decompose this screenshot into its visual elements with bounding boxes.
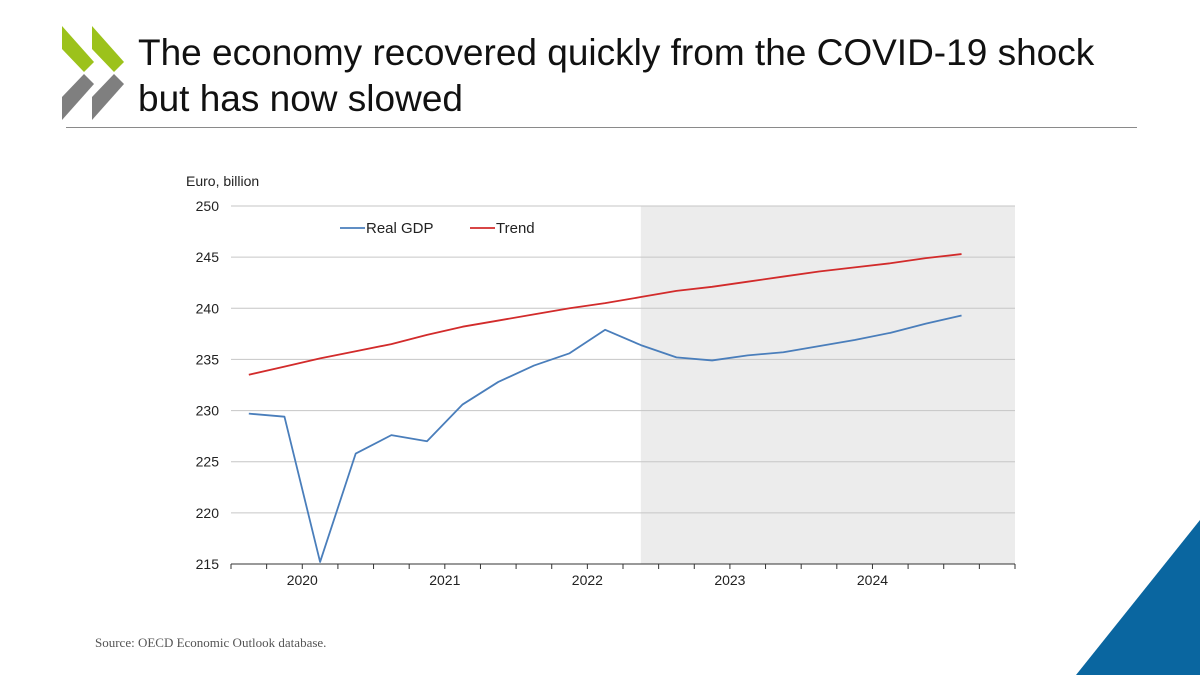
series-line-real-gdp: [248, 314, 962, 563]
y-tick-label: 230: [196, 403, 220, 419]
oecd-logo: [62, 26, 124, 120]
y-tick-label: 235: [196, 351, 220, 367]
slide-title-line-2: but has now slowed: [138, 78, 463, 119]
logo-chevron-grey-right: [92, 74, 124, 120]
x-tick-label: 2020: [287, 572, 318, 588]
y-tick-label: 240: [196, 300, 220, 316]
x-axis: 2020 2021 2022 2023 2024: [230, 563, 1016, 588]
gridlines: [231, 205, 1015, 514]
logo-chevron-green-left: [62, 26, 94, 72]
series-lines: [248, 253, 962, 563]
x-tick-label: 2021: [429, 572, 460, 588]
legend: Real GDP Trend: [340, 220, 535, 237]
x-tick-label: 2022: [572, 572, 603, 588]
y-axis: 215 220 225 230 235 240 245 250: [196, 198, 220, 572]
y-tick-label: 250: [196, 198, 220, 214]
y-tick-label: 245: [196, 249, 220, 265]
title-divider: [66, 127, 1137, 128]
x-tick-label: 2023: [714, 572, 745, 588]
logo-chevron-grey-left: [62, 74, 94, 120]
legend-label: Trend: [496, 220, 535, 237]
slide-title: The economy recovered quickly from the C…: [138, 30, 1188, 122]
y-axis-label: Euro, billion: [186, 173, 259, 189]
slide-title-line-1: The economy recovered quickly from the C…: [138, 32, 1095, 73]
x-tick-label: 2024: [857, 572, 888, 588]
y-tick-label: 220: [196, 505, 220, 521]
logo-chevron-green-right: [92, 26, 124, 72]
source-note: Source: OECD Economic Outlook database.: [95, 635, 327, 650]
legend-label: Real GDP: [366, 220, 434, 237]
y-tick-label: 225: [196, 454, 220, 470]
corner-blue-triangle: [1076, 520, 1200, 675]
y-tick-label: 215: [196, 556, 220, 572]
series-line-trend: [248, 253, 962, 376]
projection-shade: [640, 206, 1015, 564]
